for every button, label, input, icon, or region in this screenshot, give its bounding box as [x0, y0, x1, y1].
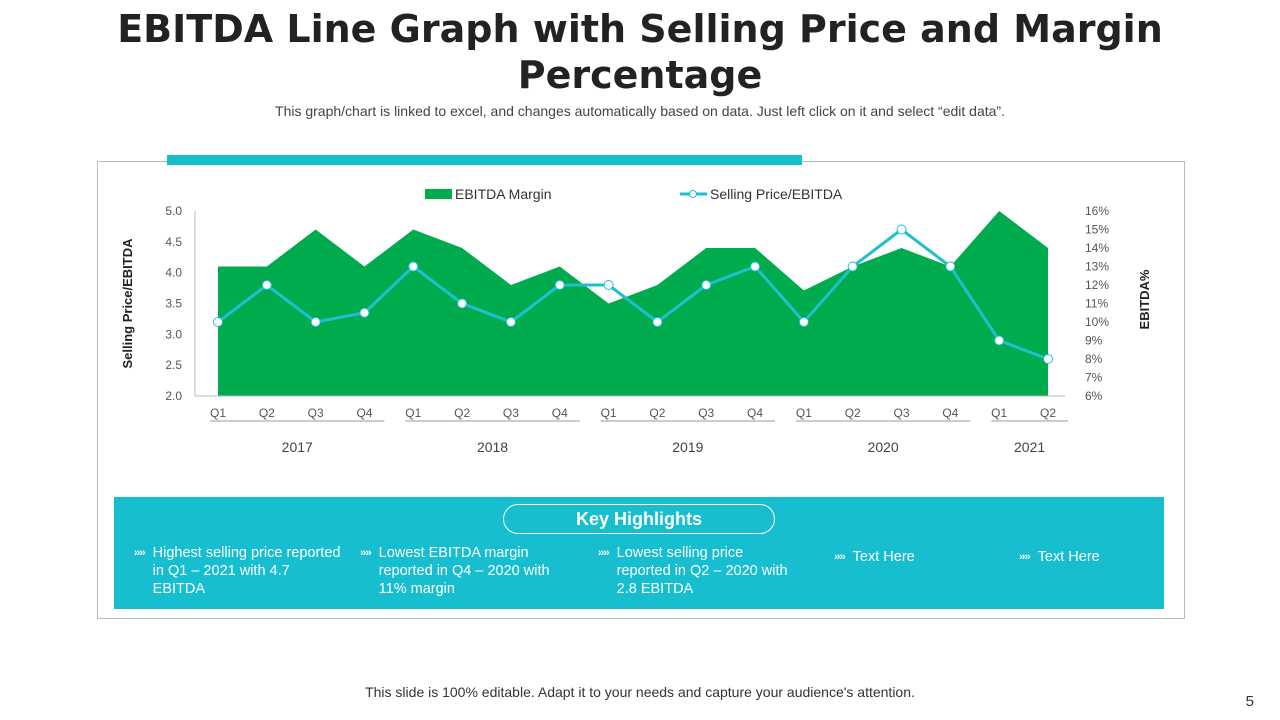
- key-highlights-panel: Key Highlights ›››› Highest selling price…: [114, 497, 1164, 609]
- y2-tick-label: 12%: [1085, 278, 1109, 292]
- y2-tick-label: 6%: [1085, 389, 1103, 403]
- selling-price-point: [896, 224, 907, 235]
- x-tick-label: Q4: [552, 406, 568, 420]
- x-tick-label: Q1: [210, 406, 226, 420]
- x-tick-label: Q2: [845, 406, 861, 420]
- highlight-item: ›››› Text Here: [1019, 548, 1159, 566]
- y2-tick-label: 8%: [1085, 352, 1103, 366]
- x-tick-label: Q4: [942, 406, 958, 420]
- subtitle: This graph/chart is linked to excel, and…: [275, 103, 1005, 119]
- y-axis-label: Selling Price/EBITDA: [120, 238, 135, 369]
- selling-price-point: [359, 307, 370, 318]
- chevrons-icon: ››››: [834, 551, 846, 563]
- selling-price-point: [505, 317, 516, 327]
- selling-price-point: [457, 298, 468, 309]
- x-tick-label: Q2: [1040, 406, 1056, 420]
- y-tick-label: 2.0: [165, 389, 182, 403]
- x-tick-label: Q1: [405, 406, 421, 420]
- y-tick-label: 4.0: [165, 266, 182, 280]
- key-highlights-title: Key Highlights: [503, 504, 775, 534]
- y2-tick-label: 9%: [1085, 334, 1103, 348]
- highlight-item: ›››› Lowest selling price reported in Q2 …: [598, 544, 798, 598]
- x-tick-label: Q2: [259, 406, 275, 420]
- page-number: 5: [1245, 693, 1254, 710]
- legend-line-marker: [689, 190, 697, 198]
- legend-ebitda-margin: EBITDA Margin: [455, 186, 551, 202]
- x-tick-label: Q3: [894, 406, 910, 420]
- x-tick-label: Q4: [356, 406, 372, 420]
- chevrons-icon: ››››: [1019, 551, 1031, 563]
- page-title: EBITDA Line Graph with Selling Price and…: [117, 7, 1163, 97]
- y2-axis-label: EBITDA%: [1137, 269, 1152, 329]
- selling-price-point: [945, 261, 956, 272]
- year-label: 2018: [477, 439, 508, 455]
- y2-tick-label: 7%: [1085, 371, 1103, 385]
- x-tick-label: Q2: [649, 406, 665, 420]
- y2-tick-label: 15%: [1085, 223, 1109, 237]
- selling-price-point: [408, 261, 419, 272]
- x-tick-label: Q3: [698, 406, 714, 420]
- highlight-text: Text Here: [852, 549, 915, 565]
- x-tick-label: Q3: [503, 406, 519, 420]
- x-tick-label: Q4: [747, 406, 763, 420]
- selling-price-point: [261, 280, 272, 290]
- y2-tick-label: 16%: [1085, 204, 1109, 218]
- selling-price-point: [847, 261, 858, 272]
- y-tick-label: 5.0: [165, 204, 182, 218]
- selling-price-point: [554, 280, 565, 290]
- selling-price-point: [310, 317, 321, 327]
- y2-tick-label: 10%: [1085, 315, 1109, 329]
- year-label: 2019: [672, 439, 703, 455]
- selling-price-point: [994, 335, 1005, 346]
- year-label: 2021: [1014, 439, 1045, 455]
- year-label: 2020: [868, 439, 899, 455]
- highlight-text: Lowest selling price reported in Q2 – 20…: [616, 545, 788, 597]
- y-tick-label: 3.0: [165, 327, 182, 341]
- y2-tick-label: 14%: [1085, 241, 1109, 255]
- selling-price-point: [603, 280, 614, 290]
- accent-bar: [167, 155, 802, 165]
- chevrons-icon: ››››: [360, 547, 372, 559]
- highlight-text: Highest selling price reported in Q1 – 2…: [152, 545, 341, 597]
- x-tick-label: Q1: [601, 406, 617, 420]
- year-label: 2017: [282, 439, 313, 455]
- highlight-text: Lowest EBITDA margin reported in Q4 – 20…: [378, 545, 550, 597]
- highlight-text: Text Here: [1037, 549, 1100, 565]
- legend-area-swatch: [425, 189, 452, 199]
- x-tick-label: Q1: [796, 406, 812, 420]
- footer-text: This slide is 100% editable. Adapt it to…: [365, 684, 915, 700]
- chevrons-icon: ››››: [134, 547, 146, 559]
- y2-tick-label: 13%: [1085, 260, 1109, 274]
- y-tick-label: 4.5: [165, 235, 182, 249]
- x-tick-label: Q3: [308, 406, 324, 420]
- y-tick-label: 2.5: [165, 358, 182, 372]
- selling-price-point: [750, 261, 761, 272]
- selling-price-point: [798, 317, 809, 327]
- selling-price-point: [652, 317, 663, 327]
- selling-price-point: [701, 280, 712, 290]
- x-tick-label: Q2: [454, 406, 470, 420]
- highlight-item: ›››› Text Here: [834, 548, 994, 566]
- y2-tick-label: 11%: [1085, 297, 1108, 311]
- chevrons-icon: ››››: [598, 547, 610, 559]
- selling-price-point: [1043, 354, 1053, 364]
- highlight-item: ›››› Lowest EBITDA margin reported in Q4 …: [360, 544, 580, 598]
- x-tick-label: Q1: [991, 406, 1007, 420]
- y-tick-label: 3.5: [165, 297, 182, 311]
- selling-price-line: [217, 227, 1049, 361]
- selling-price-point: [213, 317, 223, 327]
- highlight-item: ›››› Highest selling price reported in Q1…: [134, 544, 344, 598]
- legend-selling-price: Selling Price/EBITDA: [710, 186, 843, 202]
